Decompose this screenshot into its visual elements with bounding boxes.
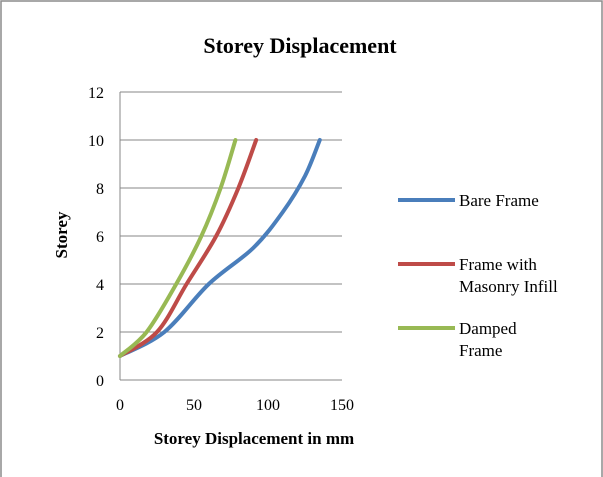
legend-label-bare-frame: Bare Frame	[459, 191, 539, 210]
x-axis-title: Storey Displacement in mm	[154, 429, 354, 448]
legend-label-damped-frame: Damped Frame	[459, 319, 517, 360]
series-line-bare-frame	[118, 138, 322, 358]
y-tick-label: 2	[96, 325, 104, 342]
series-line-damped-frame	[118, 138, 238, 358]
tick-labels: 0 2 4 6 8 10 12 0 50 100 150	[88, 85, 354, 414]
x-tick-label: 100	[256, 397, 280, 414]
x-tick-label: 150	[330, 397, 354, 414]
y-tick-label: 12	[88, 85, 104, 102]
y-tick-label: 4	[96, 277, 104, 294]
series-line-frame-with-masonry-infill	[118, 138, 259, 358]
series-lines	[118, 138, 322, 358]
y-tick-label: 8	[96, 181, 104, 198]
legend: Bare Frame Frame with Masonry Infill Damped…	[398, 191, 558, 360]
y-tick-label: 6	[96, 229, 104, 246]
y-tick-label: 10	[88, 133, 104, 150]
x-tick-label: 0	[116, 397, 124, 414]
y-tick-label: 0	[96, 373, 104, 390]
legend-label-frame-with-masonry-infill: Frame with Masonry Infill	[459, 255, 558, 296]
axes	[119, 92, 342, 381]
y-axis-title: Storey	[52, 211, 71, 258]
chart-title: Storey Displacement	[203, 33, 397, 58]
x-tick-label: 50	[186, 397, 202, 414]
